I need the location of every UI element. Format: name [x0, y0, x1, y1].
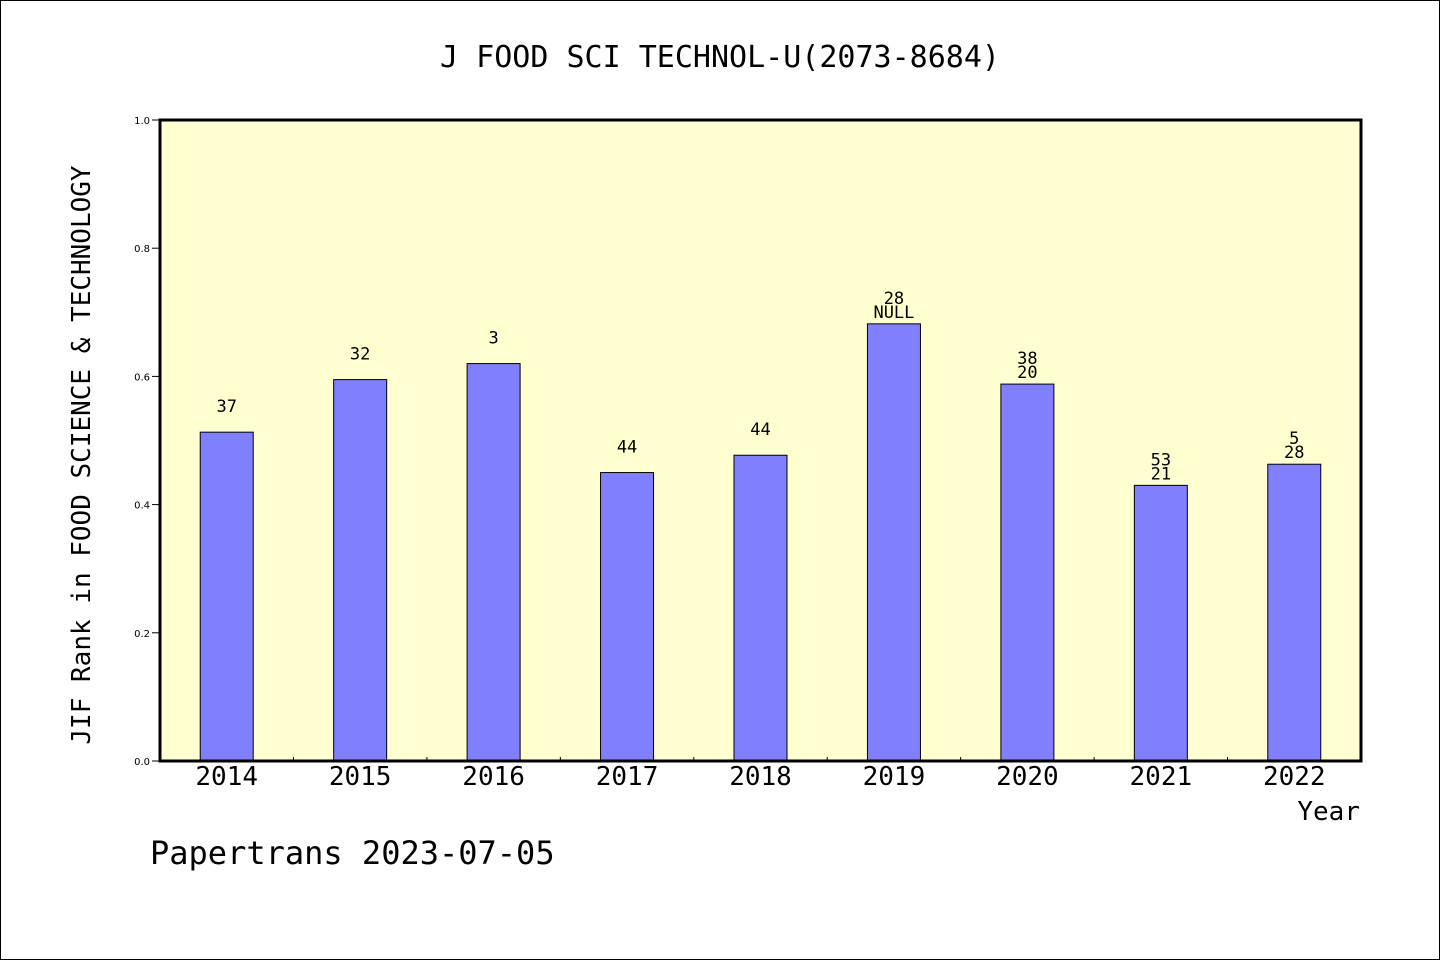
- bar-label-2019-0: 28: [884, 289, 904, 309]
- x-tick-label-2022: 2022: [1263, 762, 1326, 792]
- y-tick-label-0: 0.0: [134, 757, 150, 768]
- chart-title: J FOOD SCI TECHNOL-U(2073-8684): [440, 40, 1000, 75]
- y-tick-label-5: 1.0: [134, 116, 150, 127]
- bar-2019: [866, 323, 921, 762]
- bar-label-2018-0: 44: [750, 420, 770, 440]
- bar-2017: [600, 472, 655, 762]
- plot-border: [158, 118, 1363, 763]
- x-tick-label-2019: 2019: [863, 762, 926, 792]
- bar-2021: [1133, 484, 1188, 762]
- x-tick-label-2020: 2020: [996, 762, 1059, 792]
- bar-label-2016-0: 3: [488, 329, 498, 349]
- bar-label-2022-1: 28: [1284, 443, 1304, 463]
- x-tick-label-2021: 2021: [1130, 762, 1193, 792]
- x-tick-label-2018: 2018: [729, 762, 792, 792]
- bar-label-2015-0: 32: [350, 345, 370, 365]
- bar-label-2021-0: 53: [1151, 450, 1171, 470]
- x-axis-label: Year: [1297, 797, 1360, 827]
- y-tick-label-2: 0.4: [134, 501, 150, 512]
- bar-2018: [733, 454, 788, 762]
- x-ticks-group: 2014 2015 2016 2017 2018 2019 2020 2021 2022: [195, 757, 1326, 792]
- bar-label-2017-0: 44: [617, 438, 637, 458]
- bar-2014: [199, 431, 254, 762]
- x-tick-label-2016: 2016: [462, 762, 525, 792]
- y-axis-label: JIF Rank in FOOD SCIENCE & TECHNOLOGY: [67, 165, 97, 745]
- bar-label-2022-0: 5: [1289, 429, 1299, 449]
- x-tick-label-2017: 2017: [596, 762, 659, 792]
- bar-2022: [1267, 463, 1322, 762]
- y-ticks-group: 0.0 0.2 0.4 0.6 0.8 1.0: [134, 116, 160, 768]
- bar-label-2014-0: 37: [216, 397, 236, 417]
- x-tick-label-2014: 2014: [195, 762, 258, 792]
- y-tick-label-3: 0.6: [134, 372, 150, 383]
- bar-2015: [333, 379, 388, 762]
- bar-label-2021-1: 21: [1151, 464, 1171, 484]
- bar-label-2020-0: 38: [1017, 349, 1037, 369]
- x-tick-label-2015: 2015: [329, 762, 392, 792]
- y-tick-label-1: 0.2: [134, 629, 150, 640]
- bar-2016: [466, 363, 521, 762]
- bar-label-2019-1: NULL: [873, 303, 914, 323]
- bar-2020: [1000, 383, 1055, 762]
- y-tick-label-4: 0.8: [134, 244, 150, 255]
- bar-label-2020-1: 20: [1017, 363, 1037, 383]
- bars-group: [199, 323, 1322, 762]
- footer-credit: Papertrans 2023-07-05: [150, 834, 555, 872]
